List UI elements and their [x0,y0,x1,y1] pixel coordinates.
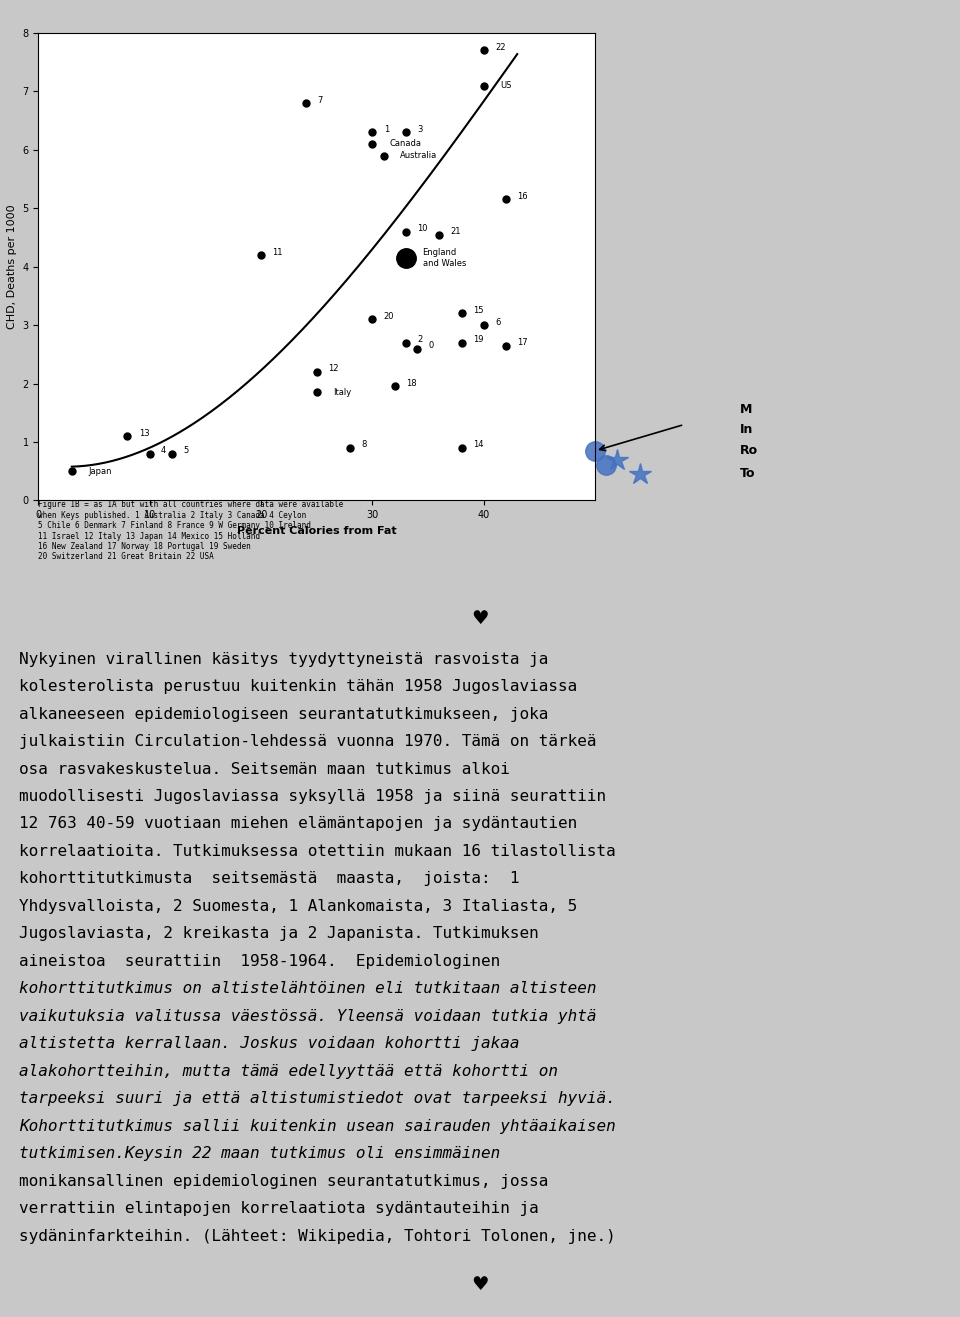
Text: 5: 5 [183,446,188,456]
Text: 3: 3 [417,125,422,134]
Text: alakohortteihin, mutta tämä edellyyttää että kohortti on: alakohortteihin, mutta tämä edellyyttää … [19,1064,558,1079]
Text: 15: 15 [472,306,483,315]
Text: osa rasvakeskustelua. Seitsemän maan tutkimus alkoi: osa rasvakeskustelua. Seitsemän maan tut… [19,761,510,777]
Text: vaikutuksia valitussa väestössä. Yleensä voidaan tutkia yhtä: vaikutuksia valitussa väestössä. Yleensä… [19,1009,597,1023]
Text: Ro: Ro [740,444,758,457]
Text: ♥: ♥ [471,610,489,628]
Text: ♥: ♥ [471,1275,489,1293]
Text: kolesterolista perustuu kuitenkin tähän 1958 Jugoslaviassa: kolesterolista perustuu kuitenkin tähän … [19,680,578,694]
Text: 10: 10 [417,224,427,233]
Text: Yhdysvalloista, 2 Suomesta, 1 Alankomaista, 3 Italiasta, 5: Yhdysvalloista, 2 Suomesta, 1 Alankomais… [19,900,578,914]
Text: monikansallinen epidemiologinen seurantatutkimus, jossa: monikansallinen epidemiologinen seuranta… [19,1173,548,1189]
Text: 6: 6 [495,317,500,327]
Text: tarpeeksi suuri ja että altistumistiedot ovat tarpeeksi hyviä.: tarpeeksi suuri ja että altistumistiedot… [19,1092,616,1106]
Text: korrelaatioita. Tutkimuksessa otettiin mukaan 16 tilastollista: korrelaatioita. Tutkimuksessa otettiin m… [19,844,616,859]
Text: Australia: Australia [400,151,438,161]
Text: Nykyinen virallinen käsitys tyydyttyneistä rasvoista ja: Nykyinen virallinen käsitys tyydyttyneis… [19,652,548,666]
Text: julkaistiin Circulation-lehdessä vuonna 1970. Tämä on tärkeä: julkaistiin Circulation-lehdessä vuonna … [19,734,597,749]
Text: Japan: Japan [88,466,112,475]
Text: 7: 7 [317,96,323,104]
Text: To: To [740,468,756,481]
Text: 18: 18 [406,379,417,389]
Text: altistetta kerrallaan. Joskus voidaan kohortti jakaa: altistetta kerrallaan. Joskus voidaan ko… [19,1036,519,1051]
Text: sydäninfarkteihin. (Lähteet: Wikipedia, Tohtori Tolonen, jne.): sydäninfarkteihin. (Lähteet: Wikipedia, … [19,1229,616,1243]
Text: In: In [740,423,754,436]
Text: 0: 0 [428,341,433,350]
Text: kohorttitutkimus on altistelähtöinen eli tutkitaan altisteen: kohorttitutkimus on altistelähtöinen eli… [19,981,597,997]
Text: M: M [740,403,753,416]
X-axis label: Percent Calories from Fat: Percent Calories from Fat [237,525,396,536]
Text: US: US [500,82,512,90]
Text: 1: 1 [384,125,389,134]
Text: verrattiin elintapojen korrelaatiota sydäntauteihin ja: verrattiin elintapojen korrelaatiota syd… [19,1201,539,1217]
Text: muodollisesti Jugoslaviassa syksyllä 1958 ja siinä seurattiin: muodollisesti Jugoslaviassa syksyllä 195… [19,789,607,803]
Text: 8: 8 [361,440,367,449]
Text: tutkimisen.Keysin 22 maan tutkimus oli ensimmäinen: tutkimisen.Keysin 22 maan tutkimus oli e… [19,1146,500,1162]
Text: 12: 12 [328,365,339,374]
Text: Jugoslaviasta, 2 kreikasta ja 2 Japanista. Tutkimuksen: Jugoslaviasta, 2 kreikasta ja 2 Japanist… [19,926,539,942]
Text: alkaneeseen epidemiologiseen seurantatutkimukseen, joka: alkaneeseen epidemiologiseen seurantatut… [19,706,548,722]
Text: 17: 17 [517,338,528,348]
Text: 13: 13 [138,429,149,437]
Text: England
and Wales: England and Wales [422,248,466,267]
Text: 2: 2 [417,336,422,344]
Text: 4: 4 [161,446,166,456]
Y-axis label: CHD, Deaths per 1000: CHD, Deaths per 1000 [7,204,17,329]
Text: Figure 1B = as 1A but with all countries where data were available
when Keys pub: Figure 1B = as 1A but with all countries… [38,500,344,561]
Text: kohorttitutkimusta  seitsemästä  maasta,  joista:  1: kohorttitutkimusta seitsemästä maasta, j… [19,872,519,886]
Text: Italy: Italy [333,387,351,396]
Text: 21: 21 [450,227,461,236]
Text: 16: 16 [517,192,528,202]
Text: 19: 19 [472,336,483,344]
Text: 11: 11 [273,248,283,257]
Text: aineistoa  seurattiin  1958-1964.  Epidemiologinen: aineistoa seurattiin 1958-1964. Epidemio… [19,954,500,969]
Text: 12 763 40-59 vuotiaan miehen elämäntapojen ja sydäntautien: 12 763 40-59 vuotiaan miehen elämäntapoj… [19,817,578,831]
Text: 22: 22 [495,43,506,53]
Text: Kohorttitutkimus sallii kuitenkin usean sairauden yhtäaikaisen: Kohorttitutkimus sallii kuitenkin usean … [19,1119,616,1134]
Text: Canada: Canada [389,140,421,149]
Text: 20: 20 [384,312,395,321]
Text: 14: 14 [472,440,483,449]
